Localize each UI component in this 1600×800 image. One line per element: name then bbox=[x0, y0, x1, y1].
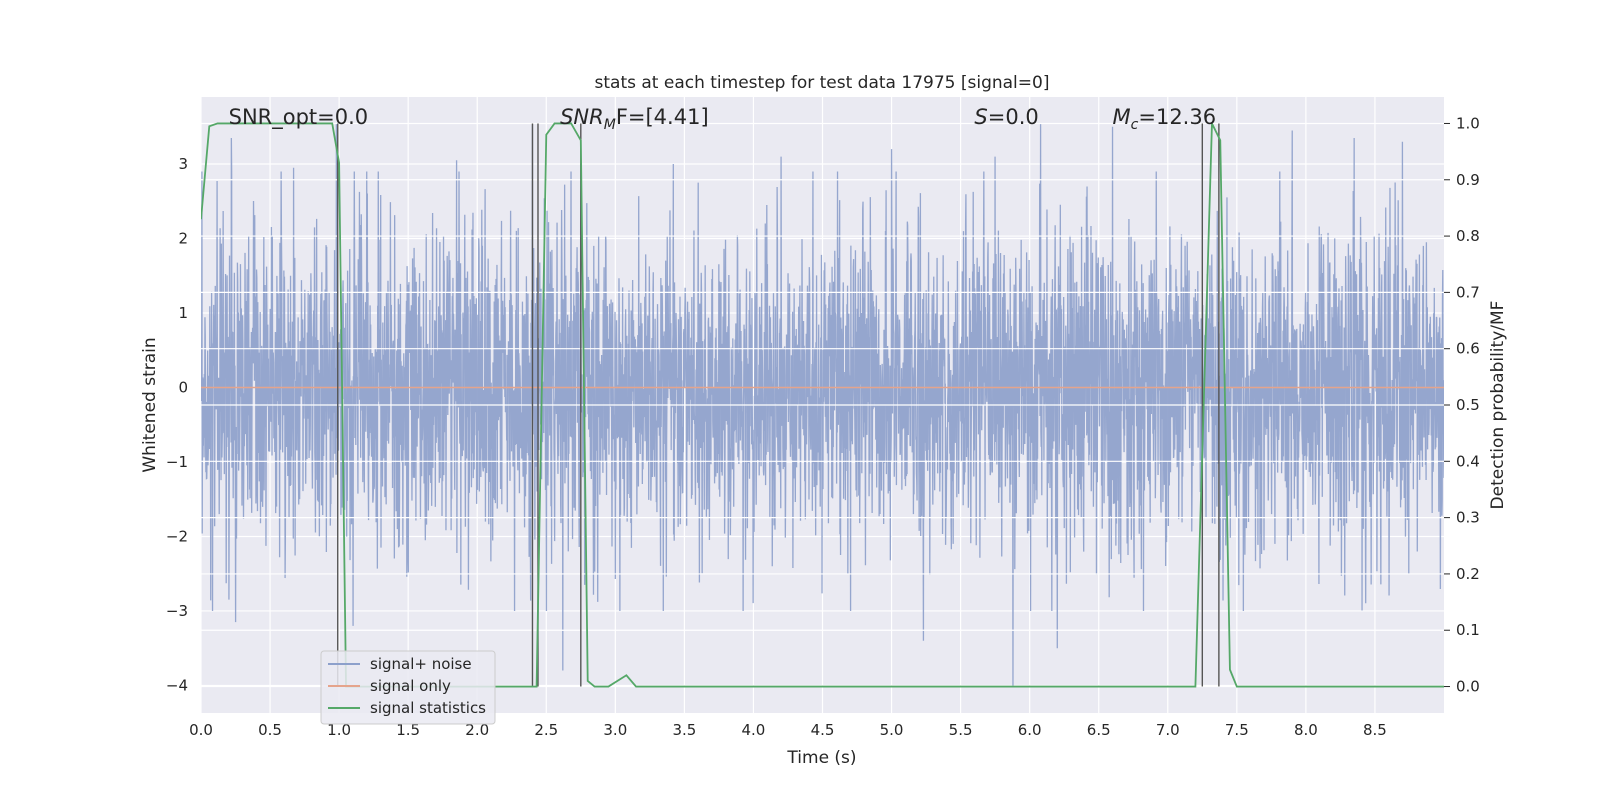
y-tick-label-5: 1 bbox=[178, 304, 188, 322]
annotation-snr-mf-rest: F=[4.41] bbox=[616, 105, 709, 129]
annotation-mc: Mc=12.36 bbox=[1113, 105, 1217, 133]
legend: signal+ noise signal only signal statist… bbox=[320, 650, 496, 725]
y2-tick-label-10: 1.0 bbox=[1456, 114, 1480, 132]
y-axis-title: Whitened strain bbox=[140, 337, 160, 472]
legend-label-signal-only: signal only bbox=[370, 677, 451, 695]
y-tick-label-7: 3 bbox=[178, 155, 188, 173]
series-signal-statistics bbox=[201, 122, 1444, 688]
y2-axis-ticks: 0.0 0.1 0.2 0.3 0.4 0.5 0.6 0.7 0.8 0.9 1.0 bbox=[1444, 114, 1480, 696]
x-axis-ticks: 0.0 0.5 1.0 1.5 2.0 2.5 3.0 3.5 4.0 4.5 5.0 5.5 6.0 6… bbox=[189, 721, 1387, 739]
y-tick-label-1: −3 bbox=[166, 602, 188, 620]
x-tick-label-0: 0.0 bbox=[189, 721, 213, 739]
y2-tick-label-9: 0.9 bbox=[1456, 171, 1480, 189]
legend-box bbox=[320, 650, 496, 725]
y-tick-label-4: 0 bbox=[178, 378, 188, 396]
x-tick-label-10: 5.0 bbox=[880, 721, 904, 739]
y2-tick-label-6: 0.6 bbox=[1456, 340, 1480, 358]
annotation-snr-mf: SNRMF=[4.41] bbox=[560, 105, 709, 133]
x-tick-label-17: 8.5 bbox=[1363, 721, 1387, 739]
x-tick-label-15: 7.5 bbox=[1225, 721, 1249, 739]
annotation-s-rest: =0.0 bbox=[988, 105, 1039, 129]
y2-tick-label-3: 0.3 bbox=[1456, 509, 1480, 527]
y-tick-label-3: −1 bbox=[166, 453, 188, 471]
annotation-snr-mf-main: SNR bbox=[560, 105, 604, 129]
x-tick-label-13: 6.5 bbox=[1087, 721, 1111, 739]
signal-statistics-line bbox=[201, 122, 1444, 688]
y-tick-label-2: −2 bbox=[166, 527, 188, 545]
x-tick-label-9: 4.5 bbox=[811, 721, 835, 739]
y2-tick-label-8: 0.8 bbox=[1456, 227, 1480, 245]
y2-tick-label-2: 0.2 bbox=[1456, 565, 1480, 583]
x-tick-label-14: 7.0 bbox=[1156, 721, 1180, 739]
right-axis-grid bbox=[201, 122, 1444, 688]
x-tick-label-4: 2.0 bbox=[465, 721, 489, 739]
annotation-s: S=0.0 bbox=[974, 105, 1038, 129]
y2-tick-label-0: 0.0 bbox=[1456, 678, 1480, 696]
annotation-snr-mf-sub: M bbox=[604, 117, 616, 133]
y2-tick-label-7: 0.7 bbox=[1456, 283, 1480, 301]
x-axis-title: Time (s) bbox=[786, 748, 856, 768]
x-tick-label-6: 3.0 bbox=[603, 721, 627, 739]
y2-axis-title: Detection probability/MF bbox=[1488, 301, 1508, 510]
x-tick-label-8: 4.0 bbox=[742, 721, 766, 739]
x-tick-label-7: 3.5 bbox=[672, 721, 696, 739]
legend-label-signal-noise: signal+ noise bbox=[370, 655, 472, 673]
x-tick-label-12: 6.0 bbox=[1018, 721, 1042, 739]
x-tick-label-2: 1.0 bbox=[327, 721, 351, 739]
annotation-snr-opt: SNR_opt=0.0 bbox=[229, 105, 369, 130]
y2-tick-label-1: 0.1 bbox=[1456, 621, 1480, 639]
y2-tick-label-4: 0.4 bbox=[1456, 452, 1480, 470]
annotation-mc-rest: =12.36 bbox=[1138, 105, 1216, 129]
signal-noise-line bbox=[201, 123, 1444, 686]
annotation-mc-sub: c bbox=[1131, 117, 1139, 133]
y-axis-ticks: −4 −3 −2 −1 0 1 2 3 bbox=[166, 155, 188, 694]
x-tick-label-3: 1.5 bbox=[396, 721, 420, 739]
annotation-mc-main: M bbox=[1113, 105, 1131, 129]
x-tick-label-16: 8.0 bbox=[1294, 721, 1318, 739]
annotation-s-main: S bbox=[974, 105, 987, 129]
y-tick-label-0: −4 bbox=[166, 676, 188, 694]
x-tick-label-5: 2.5 bbox=[534, 721, 558, 739]
annotations: SNR_opt=0.0 SNRMF=[4.41] S=0.0 Mc=12.36 bbox=[229, 105, 1216, 133]
y-tick-label-6: 2 bbox=[178, 230, 188, 248]
x-tick-label-1: 0.5 bbox=[258, 721, 282, 739]
x-tick-label-11: 5.5 bbox=[949, 721, 973, 739]
chart-title: stats at each timestep for test data 179… bbox=[595, 73, 1050, 93]
y2-tick-label-5: 0.5 bbox=[1456, 396, 1480, 414]
legend-label-signal-statistics: signal statistics bbox=[370, 699, 486, 717]
series-signal-noise bbox=[201, 123, 1444, 686]
